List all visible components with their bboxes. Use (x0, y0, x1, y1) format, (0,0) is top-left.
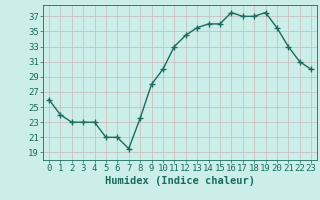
X-axis label: Humidex (Indice chaleur): Humidex (Indice chaleur) (105, 176, 255, 186)
